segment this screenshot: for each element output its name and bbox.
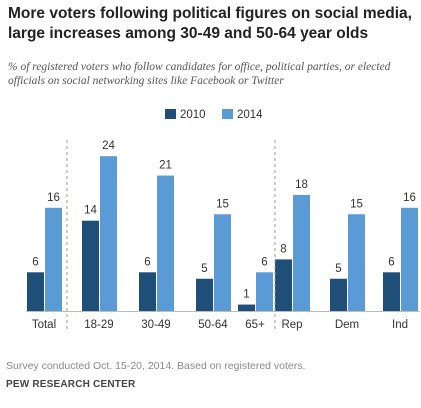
x-tick-label-Ind: Ind	[392, 319, 408, 331]
bar-2010-18-29	[82, 220, 99, 311]
bar-2014-Rep	[293, 194, 310, 311]
data-label-2014-65+: 6	[261, 256, 267, 268]
legend-swatch-2010	[165, 109, 176, 119]
legend-item-2010: 2010	[165, 108, 206, 122]
data-label-2014-18-29: 24	[102, 140, 115, 152]
data-label-2014-Total: 16	[47, 192, 60, 204]
legend-swatch-2014	[222, 109, 233, 119]
data-label-2014-Dem: 15	[350, 198, 363, 210]
bar-2014-Total	[45, 207, 62, 311]
source-credit: PEW RESEARCH CENTER	[6, 379, 136, 390]
x-tick-label-50-64: 50-64	[198, 319, 228, 331]
bar-2010-Total	[27, 272, 44, 311]
data-label-2014-Rep: 18	[295, 179, 308, 191]
bar-2014-50-64	[214, 214, 231, 311]
bar-2010-Rep	[275, 259, 292, 311]
bar-2014-65+	[256, 272, 273, 311]
data-label-2014-Ind: 16	[403, 192, 416, 204]
footnote: Survey conducted Oct. 15-20, 2014. Based…	[6, 360, 306, 372]
chart-plot-area: 616Total142418-2962130-4951550-641665+81…	[26, 140, 420, 331]
bar-2014-Dem	[348, 214, 365, 311]
data-label-2010-30-49: 6	[144, 256, 150, 268]
data-label-2014-30-49: 21	[159, 160, 172, 172]
data-label-2014-50-64: 15	[216, 198, 229, 210]
legend-label-2010: 2010	[180, 109, 206, 121]
legend-item-2014: 2014	[222, 108, 263, 122]
bar-2014-Ind	[401, 207, 418, 311]
legend-label-2014: 2014	[237, 109, 263, 121]
data-label-2010-Rep: 8	[280, 243, 286, 255]
x-tick-label-65+: 65+	[245, 319, 265, 331]
bar-2010-Ind	[383, 272, 400, 311]
data-label-2010-Dem: 5	[335, 263, 341, 275]
bar-2010-30-49	[139, 272, 156, 311]
bar-2014-18-29	[100, 156, 117, 311]
bar-2010-65+	[238, 304, 255, 311]
x-tick-label-Rep: Rep	[281, 319, 302, 331]
x-tick-label-18-29: 18-29	[84, 319, 113, 331]
data-label-2010-Total: 6	[32, 256, 38, 268]
chart-legend: 2010 2014	[0, 108, 421, 122]
bar-2010-Dem	[330, 278, 347, 311]
x-tick-label-Dem: Dem	[335, 319, 359, 331]
x-tick-label-30-49: 30-49	[141, 319, 170, 331]
x-tick-label-Total: Total	[32, 319, 56, 331]
data-label-2010-Ind: 6	[388, 256, 394, 268]
chart-title: More voters following political figures …	[8, 5, 412, 42]
bar-2014-30-49	[157, 175, 174, 311]
data-label-2010-50-64: 5	[201, 263, 207, 275]
chart-subtitle: % of registered voters who follow candid…	[8, 61, 391, 87]
bar-2010-50-64	[196, 278, 213, 311]
data-label-2010-65+: 1	[243, 289, 249, 301]
data-label-2010-18-29: 14	[84, 205, 97, 217]
